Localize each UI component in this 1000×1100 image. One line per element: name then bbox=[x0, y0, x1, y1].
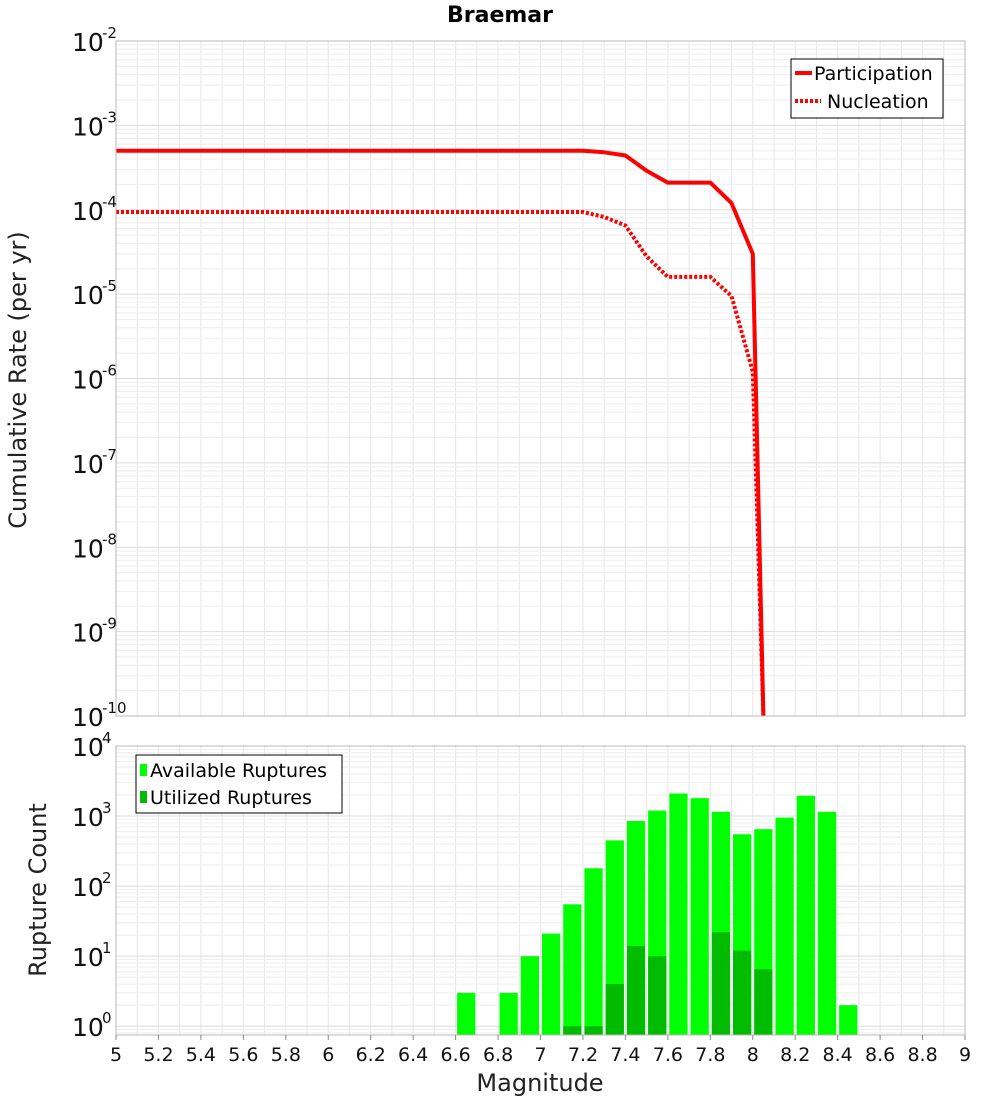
bottom-y-tick-base: 10 bbox=[72, 943, 104, 972]
x-axis-label: Magnitude bbox=[476, 1069, 603, 1097]
top-legend: Participation Nucleation bbox=[790, 58, 944, 119]
top-y-tick-exponent: -2 bbox=[102, 24, 117, 42]
x-tick-label: 7.2 bbox=[568, 1044, 598, 1066]
utilized-rupture-bar bbox=[648, 956, 667, 1035]
x-tick-label: 5.8 bbox=[271, 1044, 301, 1066]
available-rupture-bar bbox=[563, 904, 582, 1035]
available-rupture-bar bbox=[839, 1005, 858, 1035]
legend-participation-label: Participation bbox=[814, 63, 933, 85]
utilized-rupture-bar bbox=[626, 945, 646, 1035]
utilized-rupture-bar bbox=[754, 969, 773, 1035]
nucleation-line bbox=[116, 210, 766, 717]
top-y-tick-base: 10 bbox=[72, 366, 104, 395]
x-tick-label: 9 bbox=[959, 1044, 971, 1066]
legend-utilized-swatch bbox=[140, 791, 147, 803]
bottom-y-tick-base: 10 bbox=[72, 1013, 104, 1042]
x-tick-label: 5 bbox=[110, 1044, 122, 1066]
available-rupture-bar bbox=[775, 817, 794, 1035]
top-y-tick-exponent: -3 bbox=[102, 108, 117, 126]
available-rupture-bar bbox=[457, 992, 476, 1035]
bottom-legend: Available Ruptures Utilized Ruptures bbox=[135, 754, 343, 814]
x-axis-ticks: 5 5.2 5.4 5.6 5.8 6 6.2 6.4 6.6 6.8 7 7.2 7.4 7.6 7.8 8… bbox=[110, 1035, 971, 1066]
chart-title: Braemar bbox=[447, 3, 553, 28]
top-plot-series bbox=[116, 148, 766, 717]
x-tick-label: 5.6 bbox=[228, 1044, 258, 1066]
utilized-rupture-bar bbox=[563, 1026, 582, 1035]
bottom-legend-box bbox=[135, 754, 343, 814]
available-rupture-bar bbox=[817, 811, 837, 1035]
top-y-tick-base: 10 bbox=[72, 450, 104, 479]
top-y-tick-base: 10 bbox=[72, 703, 104, 732]
x-tick-label: 7.8 bbox=[695, 1044, 725, 1066]
utilized-rupture-bar bbox=[733, 950, 752, 1035]
bottom-y-tick-exponent: 4 bbox=[102, 729, 112, 747]
top-y-axis-label: Cumulative Rate (per yr) bbox=[4, 231, 32, 529]
top-y-tick-base: 10 bbox=[72, 112, 104, 141]
available-rupture-bar bbox=[669, 793, 688, 1035]
available-rupture-bar bbox=[584, 868, 603, 1035]
top-y-tick-exponent: -5 bbox=[102, 277, 117, 295]
top-y-tick-exponent: -4 bbox=[102, 193, 117, 211]
top-y-tick-exponent: -6 bbox=[102, 362, 117, 380]
bottom-y-tick-base: 10 bbox=[72, 873, 104, 902]
available-rupture-bar bbox=[542, 933, 561, 1035]
available-rupture-bar bbox=[520, 956, 539, 1035]
bottom-y-tick-exponent: 0 bbox=[102, 1009, 112, 1027]
utilized-rupture-bar bbox=[605, 984, 624, 1035]
legend-available-swatch bbox=[140, 764, 147, 776]
top-y-tick-base: 10 bbox=[72, 28, 104, 57]
top-y-tick-base: 10 bbox=[72, 534, 104, 563]
x-tick-label: 8.4 bbox=[823, 1044, 853, 1066]
bottom-y-tick-exponent: 2 bbox=[102, 869, 112, 887]
legend-nucleation-label: Nucleation bbox=[827, 91, 929, 113]
x-tick-label: 6.2 bbox=[356, 1044, 386, 1066]
utilized-rupture-bar bbox=[584, 1026, 603, 1035]
x-tick-label: 8.2 bbox=[780, 1044, 810, 1066]
top-plot-grid bbox=[115, 41, 966, 717]
x-tick-label: 7 bbox=[534, 1044, 546, 1066]
x-tick-label: 5.2 bbox=[143, 1044, 173, 1066]
x-tick-label: 6.6 bbox=[440, 1044, 470, 1066]
top-y-tick-exponent: -9 bbox=[102, 615, 117, 633]
top-y-tick-base: 10 bbox=[72, 281, 104, 310]
available-rupture-bar bbox=[499, 992, 518, 1035]
bottom-y-tick-base: 10 bbox=[72, 803, 104, 832]
x-tick-label: 7.4 bbox=[610, 1044, 640, 1066]
top-y-tick-exponent: -7 bbox=[102, 446, 117, 464]
x-tick-label: 5.4 bbox=[186, 1044, 216, 1066]
x-tick-label: 8 bbox=[747, 1044, 759, 1066]
top-y-tick-base: 10 bbox=[72, 197, 104, 226]
top-legend-box bbox=[790, 58, 944, 119]
bottom-plot-bars bbox=[457, 793, 858, 1035]
legend-available-label: Available Ruptures bbox=[150, 760, 327, 782]
utilized-rupture-bar bbox=[711, 932, 731, 1035]
x-tick-label: 6.4 bbox=[398, 1044, 428, 1066]
x-tick-label: 6.8 bbox=[483, 1044, 513, 1066]
x-tick-label: 8.6 bbox=[865, 1044, 895, 1066]
bottom-y-tick-exponent: 1 bbox=[102, 939, 112, 957]
top-y-tick-exponent: -10 bbox=[102, 699, 127, 717]
participation-line bbox=[116, 148, 766, 717]
available-rupture-bar bbox=[796, 795, 815, 1035]
x-tick-label: 7.6 bbox=[653, 1044, 683, 1066]
top-y-tick-exponent: -8 bbox=[102, 530, 117, 548]
x-tick-label: 8.8 bbox=[907, 1044, 937, 1066]
legend-utilized-label: Utilized Ruptures bbox=[150, 787, 312, 809]
bottom-y-axis-label: Rupture Count bbox=[24, 803, 52, 977]
top-plot-border bbox=[115, 40, 966, 717]
top-y-tick-base: 10 bbox=[72, 619, 104, 648]
x-tick-label: 6 bbox=[322, 1044, 334, 1066]
bottom-y-tick-exponent: 3 bbox=[102, 799, 112, 817]
available-rupture-bar bbox=[690, 798, 709, 1035]
bottom-y-tick-base: 10 bbox=[72, 733, 104, 762]
